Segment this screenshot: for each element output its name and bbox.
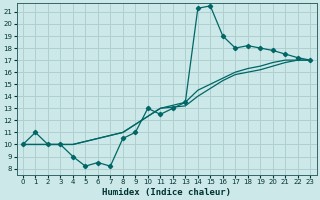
X-axis label: Humidex (Indice chaleur): Humidex (Indice chaleur) <box>102 188 231 197</box>
